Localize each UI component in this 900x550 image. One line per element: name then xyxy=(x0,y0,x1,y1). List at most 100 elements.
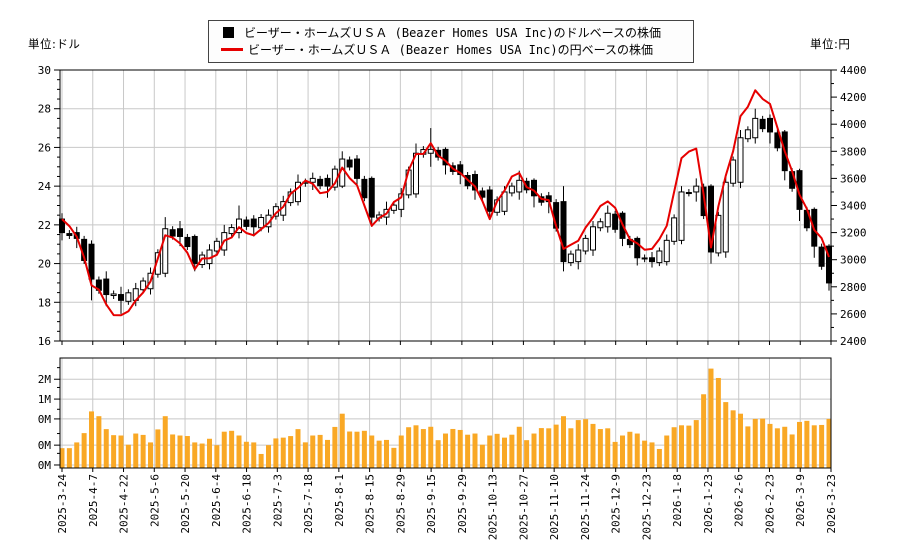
x-axis-date-label: 2025-9-29 xyxy=(456,474,469,534)
candle xyxy=(744,129,751,140)
candle xyxy=(767,117,773,133)
volume-bar xyxy=(89,411,94,468)
volume-bar xyxy=(354,431,360,468)
volume-bar xyxy=(258,453,264,468)
volume-bar xyxy=(325,439,330,468)
volume-bar xyxy=(487,435,493,468)
volume-bar xyxy=(738,413,743,468)
candle xyxy=(361,178,368,199)
volume-bar xyxy=(266,445,271,468)
volume-bar xyxy=(177,435,183,468)
volume-bar xyxy=(686,425,692,468)
x-axis-date-label: 2025-5-6 xyxy=(148,474,161,527)
candle xyxy=(671,217,678,242)
volume-bar xyxy=(81,433,87,468)
x-axis-date-label: 2025-10-27 xyxy=(517,474,530,540)
candle xyxy=(604,212,611,228)
yen-line xyxy=(61,89,830,317)
right-axis-tick-label: 4000 xyxy=(840,118,867,131)
candle xyxy=(258,217,265,229)
volume-bar xyxy=(288,436,294,468)
volume-bar xyxy=(671,427,677,468)
candle xyxy=(685,192,692,195)
volume-bar xyxy=(561,416,566,468)
axes-frames xyxy=(59,69,832,469)
x-axis-date-label: 2026-3-23 xyxy=(825,474,838,534)
volume-bars xyxy=(59,368,832,468)
candle xyxy=(715,214,722,254)
volume-bar xyxy=(391,447,397,468)
volume-bar xyxy=(509,434,515,468)
volume-bar xyxy=(118,435,124,468)
left-axis-tick-label: 24 xyxy=(38,180,52,193)
candle xyxy=(818,246,825,267)
candle xyxy=(442,148,449,166)
candle xyxy=(560,201,567,263)
candle xyxy=(575,249,582,263)
volume-bar xyxy=(155,429,161,468)
volume-bar xyxy=(664,435,670,468)
volume-bar xyxy=(597,429,603,468)
volume-bar xyxy=(74,442,80,468)
candle xyxy=(752,117,759,139)
volume-bar xyxy=(251,442,257,468)
axis-labels: 30 28 26 24 22 20 18 16 4400 4200 4000 3800 3600 3400… xyxy=(38,64,867,540)
candle xyxy=(649,257,655,263)
volume-bar xyxy=(546,428,552,468)
volume-bar xyxy=(192,442,198,468)
volume-axis-tick-label: 0M xyxy=(38,459,52,472)
volume-bar xyxy=(538,428,544,468)
volume-bar xyxy=(642,440,648,468)
volume-bar xyxy=(339,413,345,468)
candle xyxy=(309,177,316,183)
volume-bar xyxy=(553,424,559,468)
right-axis-tick-label: 4200 xyxy=(840,91,867,104)
candle xyxy=(295,181,301,203)
volume-bar xyxy=(295,429,301,468)
volume-bar xyxy=(406,427,412,468)
right-axis-tick-label: 2800 xyxy=(840,281,867,294)
volume-bar xyxy=(310,435,316,468)
volume-bar xyxy=(590,423,596,468)
volume-bar xyxy=(701,394,707,468)
volume-bar xyxy=(730,410,736,468)
volume-bar xyxy=(376,440,382,468)
left-axis-tick-label: 26 xyxy=(38,141,51,154)
volume-bar xyxy=(369,435,375,468)
x-axis-date-label: 2025-8-15 xyxy=(364,474,377,534)
volume-bar xyxy=(767,423,773,468)
candle xyxy=(368,177,375,218)
candle xyxy=(774,132,781,149)
volume-bar xyxy=(745,426,751,468)
gridlines xyxy=(60,70,832,468)
volume-bar xyxy=(207,438,212,468)
volume-bar xyxy=(804,420,810,468)
candle xyxy=(567,253,574,264)
legend-item-yen: ビーザー・ホームズＵＳＡ (Beazer Homes USA Inc)の円ベース… xyxy=(221,41,683,58)
volume-bar xyxy=(140,434,146,468)
volume-bar xyxy=(125,444,131,468)
volume-bar xyxy=(347,431,353,468)
volume-bar xyxy=(413,425,419,468)
candle xyxy=(730,159,737,184)
volume-bar xyxy=(103,429,109,468)
candle xyxy=(656,250,663,264)
unit-label-yen: 単位:円 xyxy=(810,37,851,51)
x-axis-date-label: 2025-3-24 xyxy=(56,474,69,534)
legend-label-dollar: ビーザー・ホームズＵＳＡ (Beazer Homes USA Inc)のドルベー… xyxy=(244,26,661,40)
volume-bar xyxy=(568,428,574,468)
candle xyxy=(228,227,235,235)
volume-bar xyxy=(236,435,242,468)
x-axis-date-label: 2025-8-29 xyxy=(394,474,407,534)
volume-bar xyxy=(715,377,721,468)
volume-bar xyxy=(420,429,426,468)
volume-bar xyxy=(229,430,235,468)
candle xyxy=(317,178,324,187)
candle xyxy=(191,235,198,265)
volume-bar xyxy=(332,426,338,468)
volume-axis-tick-label: 2M xyxy=(38,373,52,386)
candle xyxy=(213,240,220,252)
candle xyxy=(118,294,124,301)
right-axis-tick-label: 3800 xyxy=(840,145,867,158)
